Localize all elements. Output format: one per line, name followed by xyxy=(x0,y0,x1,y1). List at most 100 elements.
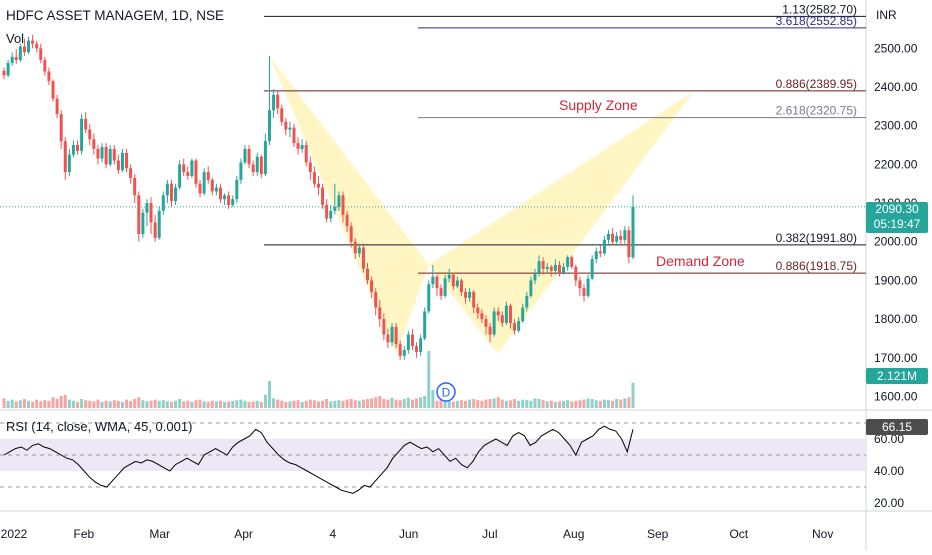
volume-bar xyxy=(27,400,31,408)
volume-bar xyxy=(92,401,96,408)
volume-bar xyxy=(627,397,631,408)
volume-bar xyxy=(149,400,153,408)
candle-body xyxy=(304,145,308,163)
candle-body xyxy=(227,195,231,205)
volume-bar xyxy=(378,396,382,408)
countdown-value: 05:19:47 xyxy=(873,217,921,231)
volume-bar xyxy=(272,398,276,408)
candle-body xyxy=(349,226,353,242)
volume-bar xyxy=(451,401,455,408)
candle-body xyxy=(161,195,165,211)
volume-bar xyxy=(415,398,419,408)
volume-bar xyxy=(267,381,271,408)
volume-badge: 2.121M xyxy=(866,368,928,384)
candle-body xyxy=(602,239,606,254)
candle-body xyxy=(145,203,149,213)
volume-bar xyxy=(361,399,365,408)
price-tick-label: 2400.00 xyxy=(874,80,918,94)
chart-title: HDFC ASSET MANAGEM, 1D, NSE xyxy=(6,8,225,23)
candle-body xyxy=(427,284,431,312)
candle-body xyxy=(165,183,169,196)
volume-bar xyxy=(214,401,218,408)
volume-bar xyxy=(370,398,374,408)
volume-bar xyxy=(300,402,304,408)
volume-bar xyxy=(598,400,602,408)
volume-bar xyxy=(590,399,594,408)
volume-bar xyxy=(317,401,320,408)
candle-body xyxy=(447,274,451,279)
candle-body xyxy=(317,183,320,188)
candle-body xyxy=(243,148,247,163)
candle-body xyxy=(508,305,512,323)
candle-body xyxy=(594,251,598,260)
price-tick-label: 1600.00 xyxy=(874,389,918,403)
candle-body xyxy=(590,259,594,279)
candle-body xyxy=(223,195,227,200)
volume-bar xyxy=(280,400,284,408)
fib-line-label: 0.886(2389.95) xyxy=(776,77,857,91)
volume-bar xyxy=(435,400,439,408)
candle-body xyxy=(615,235,619,242)
candle-body xyxy=(321,187,325,205)
price-tick-label: 2500.00 xyxy=(874,41,918,55)
candle-body xyxy=(386,334,390,343)
candle-body xyxy=(598,251,602,254)
candle-body xyxy=(419,338,423,352)
candle-body xyxy=(415,346,419,352)
price-tick-label: 1800.00 xyxy=(874,312,918,326)
volume-bar xyxy=(345,399,349,408)
rsi-line xyxy=(3,425,634,494)
volume-bar xyxy=(288,401,292,408)
time-axis-label: Jun xyxy=(399,527,418,541)
candle-body xyxy=(31,40,35,44)
volume-bar xyxy=(545,401,549,408)
candle-body xyxy=(280,108,284,122)
candle-body xyxy=(51,81,55,99)
volume-bar xyxy=(549,400,553,408)
candle-body xyxy=(63,141,67,173)
volume-bar xyxy=(47,400,51,408)
volume-bar xyxy=(100,402,104,408)
volume-bar xyxy=(537,399,541,408)
volume-bar xyxy=(312,400,316,408)
fib-line-label: 0.382(1991.80) xyxy=(776,231,857,245)
volume-bar xyxy=(410,399,414,408)
candle-body xyxy=(308,162,312,173)
candle-body xyxy=(431,276,435,285)
volume-bar xyxy=(186,400,190,408)
pattern-triangle-right xyxy=(428,90,694,354)
volume-bar xyxy=(443,400,447,408)
volume-bar xyxy=(247,402,251,408)
volume-bar xyxy=(129,400,133,408)
volume-bar xyxy=(108,401,112,408)
volume-bar xyxy=(406,397,410,408)
last-price-value: 2090.30 xyxy=(875,202,919,216)
volume-bar xyxy=(133,399,137,408)
candle-body xyxy=(541,261,545,269)
volume-bar xyxy=(476,400,480,408)
candle-body xyxy=(553,264,557,271)
volume-bar xyxy=(284,402,288,408)
time-axis-label: 4 xyxy=(330,527,337,541)
time-axis-label: Jul xyxy=(482,527,497,541)
time-axis-label: Feb xyxy=(74,527,95,541)
candle-body xyxy=(521,307,525,322)
candle-body xyxy=(214,187,218,192)
volume-bar xyxy=(492,398,496,408)
candle-body xyxy=(410,334,414,347)
volume-bar xyxy=(67,399,71,408)
time-axis-label: Apr xyxy=(234,527,253,541)
volume-bar xyxy=(116,400,120,408)
volume-bar xyxy=(239,399,243,408)
volume-bar xyxy=(182,401,186,408)
candle-body xyxy=(92,139,96,149)
candle-body xyxy=(6,63,10,76)
volume-bar xyxy=(496,397,500,408)
candle-body xyxy=(378,307,382,320)
candle-body xyxy=(259,156,263,175)
volume-bar xyxy=(386,399,390,408)
candle-body xyxy=(10,56,14,64)
volume-bar xyxy=(235,400,239,408)
candle-body xyxy=(84,118,88,130)
candle-body xyxy=(235,179,239,200)
